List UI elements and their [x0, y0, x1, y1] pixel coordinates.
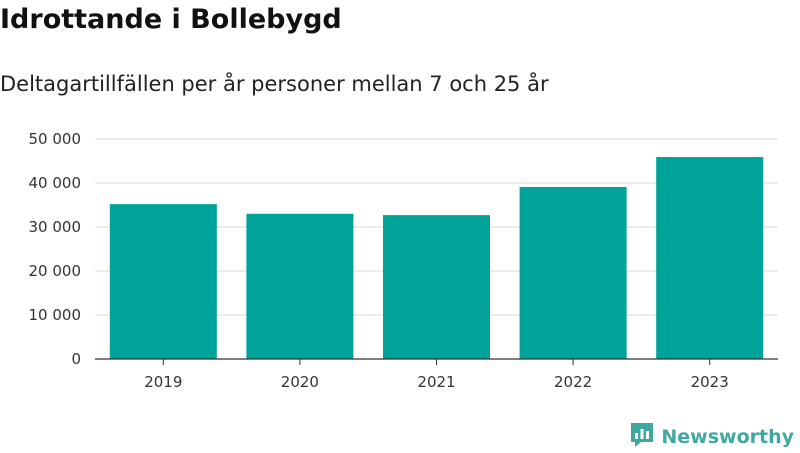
chart-title: Idrottande i Bollebygd: [0, 4, 342, 35]
y-tick-label: 20 000: [29, 262, 82, 280]
brand: Newsworthy: [629, 421, 794, 453]
y-axis-ticks: 0 10 000 20 000 30 000 40 000 50 000: [29, 130, 82, 368]
y-tick-label: 40 000: [29, 174, 82, 192]
x-tick-label: 2020: [281, 373, 319, 391]
bar-2021: [383, 215, 490, 359]
y-tick-label: 50 000: [29, 130, 82, 148]
bars: [109, 157, 764, 359]
y-tick-label: 30 000: [29, 218, 82, 236]
x-tick-label: 2019: [144, 373, 182, 391]
x-tick-label: 2021: [417, 373, 455, 391]
bar-2020: [246, 213, 354, 359]
bar-2023: [656, 157, 764, 359]
chart-subtitle: Deltagartillfällen per år personer mella…: [0, 72, 549, 96]
bar-2019: [109, 204, 217, 359]
y-tick-label: 0: [71, 350, 81, 368]
brand-name: Newsworthy: [661, 426, 794, 448]
newsworthy-logo-icon: [629, 421, 655, 453]
y-tick-label: 10 000: [29, 306, 82, 324]
bar-2022: [519, 186, 627, 359]
x-tick-label: 2023: [691, 373, 729, 391]
x-tick-label: 2022: [554, 373, 592, 391]
x-axis-ticks: 2019 2020 2021 2022 2023: [144, 359, 729, 391]
